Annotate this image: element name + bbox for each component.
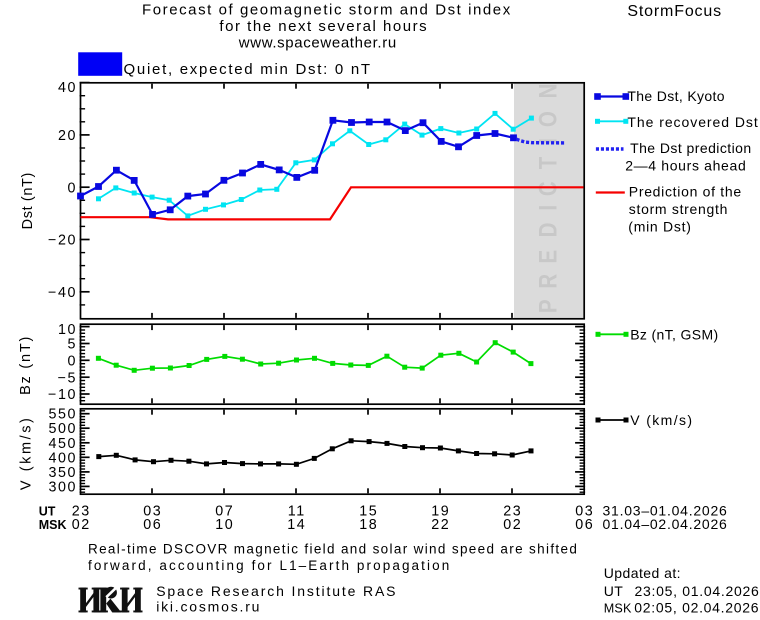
svg-text:The recovered Dst: The recovered Dst (627, 114, 758, 130)
svg-text:V (km/s): V (km/s) (19, 416, 35, 491)
svg-text:350: 350 (48, 465, 77, 481)
svg-text:(min Dst): (min Dst) (628, 218, 691, 234)
svg-text:for the next several hours: for the next several hours (219, 18, 428, 35)
svg-text:0: 0 (68, 180, 78, 196)
svg-text:Dst (nT): Dst (nT) (20, 172, 36, 229)
svg-text:StormFocus: StormFocus (627, 3, 722, 20)
svg-text:The Dst prediction: The Dst prediction (630, 140, 752, 156)
svg-text:Prediction of the: Prediction of the (629, 184, 742, 200)
svg-text:07: 07 (215, 503, 234, 519)
svg-text:11: 11 (288, 503, 306, 519)
svg-text:Space Research Institute RAS: Space Research Institute RAS (156, 583, 397, 599)
svg-text:−10: −10 (48, 387, 77, 403)
svg-text:The Dst, Kyoto: The Dst, Kyoto (627, 88, 725, 104)
svg-text:500: 500 (48, 421, 77, 437)
svg-text:D: D (533, 223, 561, 238)
svg-text:MSK: MSK (604, 602, 632, 616)
svg-text:18: 18 (359, 517, 378, 533)
svg-text:5: 5 (68, 337, 78, 353)
svg-text:23: 23 (503, 503, 522, 519)
svg-text:03: 03 (575, 503, 594, 519)
svg-text:14: 14 (287, 517, 306, 533)
svg-text:400: 400 (48, 450, 77, 466)
svg-text:02:05, 02.04.2026: 02:05, 02.04.2026 (634, 600, 759, 616)
svg-text:300: 300 (48, 479, 77, 495)
svg-text:P: P (533, 299, 561, 313)
svg-text:23:05, 01.04.2026: 23:05, 01.04.2026 (635, 583, 760, 599)
svg-text:Updated at:: Updated at: (604, 565, 681, 581)
svg-text:2—4 hours ahead: 2—4 hours ahead (625, 157, 746, 173)
svg-text:V (km/s): V (km/s) (630, 412, 693, 428)
svg-text:450: 450 (48, 436, 77, 452)
svg-text:15: 15 (359, 503, 378, 519)
svg-text:storm strength: storm strength (629, 201, 728, 217)
svg-text:19: 19 (431, 503, 450, 519)
svg-text:−5: −5 (58, 370, 78, 386)
svg-text:10: 10 (215, 517, 234, 533)
svg-text:03: 03 (143, 503, 162, 519)
svg-text:40: 40 (58, 80, 77, 96)
svg-text:10: 10 (58, 322, 77, 338)
svg-text:20: 20 (58, 128, 77, 144)
svg-text:UT: UT (39, 505, 56, 519)
svg-text:−40: −40 (48, 285, 77, 301)
svg-text:31.03–01.04.2026: 31.03–01.04.2026 (603, 502, 728, 518)
svg-text:iki.cosmos.ru: iki.cosmos.ru (156, 599, 261, 615)
svg-text:−20: −20 (48, 233, 77, 249)
svg-text:I: I (533, 205, 561, 211)
svg-text:UT: UT (604, 583, 624, 599)
svg-text:R: R (533, 273, 561, 288)
svg-text:23: 23 (72, 503, 91, 519)
svg-text:06: 06 (575, 517, 594, 533)
svg-text:Forecast of geomagnetic storm: Forecast of geomagnetic storm and Dst in… (142, 2, 512, 19)
svg-text:550: 550 (48, 407, 77, 423)
svg-text:Real-time DSCOVR magnetic fiel: Real-time DSCOVR magnetic field and sola… (88, 542, 578, 557)
svg-text:Bz (nT, GSM): Bz (nT, GSM) (630, 326, 718, 342)
svg-text:Bz (nT): Bz (nT) (18, 335, 34, 395)
svg-text:06: 06 (143, 517, 162, 533)
svg-text:E: E (533, 250, 561, 264)
svg-text:T: T (533, 157, 561, 170)
svg-text:N: N (533, 84, 561, 99)
svg-text:Quiet, expected min Dst: 0 nT: Quiet, expected min Dst: 0 nT (124, 61, 372, 78)
svg-text:0: 0 (68, 354, 78, 370)
svg-text:I: I (533, 138, 561, 144)
svg-text:02: 02 (503, 517, 522, 533)
svg-text:C: C (533, 181, 561, 196)
svg-text:O: O (533, 111, 561, 127)
svg-text:forward, accounting for L1–Ear: forward, accounting for L1–Earth propaga… (88, 558, 451, 573)
svg-text:02: 02 (72, 517, 91, 533)
svg-text:MSK: MSK (39, 518, 67, 532)
svg-text:22: 22 (431, 517, 450, 533)
svg-text:www.spaceweather.ru: www.spaceweather.ru (238, 35, 397, 52)
svg-text:01.04–02.04.2026: 01.04–02.04.2026 (603, 516, 728, 532)
